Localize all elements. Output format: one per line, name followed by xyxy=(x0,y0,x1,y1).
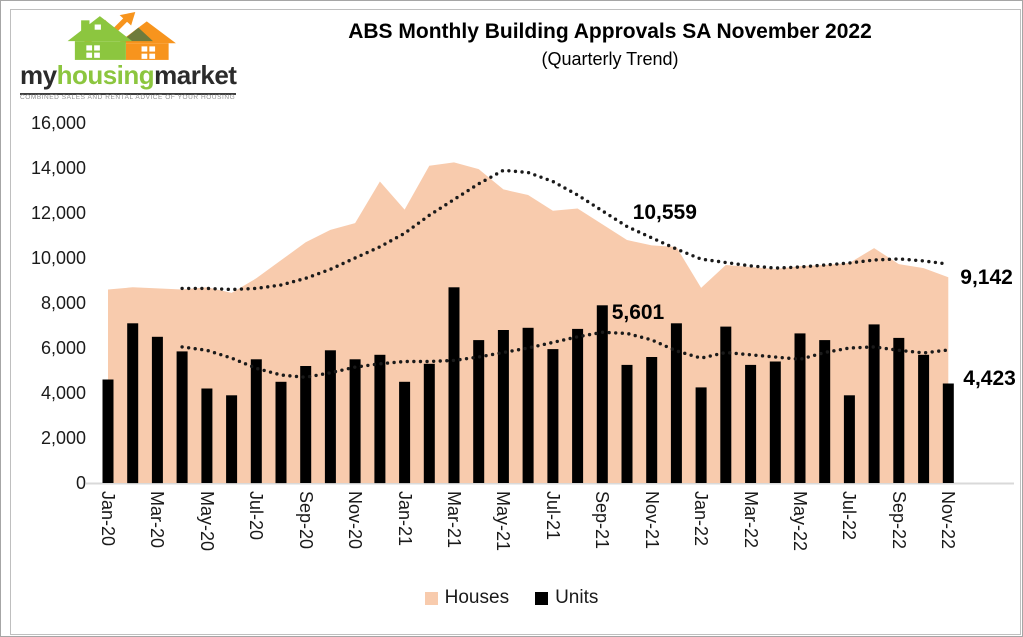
x-axis-tick: Nov-22 xyxy=(938,491,959,550)
roof-window-icon xyxy=(94,24,101,30)
units-bar xyxy=(646,357,658,483)
annotation-houses-nov-22: 9,142 xyxy=(960,266,1013,290)
logo-word-my: my xyxy=(20,60,57,90)
units-bar xyxy=(473,340,485,483)
units-bar xyxy=(720,326,732,483)
y-axis-tick: 14,000 xyxy=(30,158,86,178)
units-bar xyxy=(226,395,238,484)
x-axis-tick: Jan-22 xyxy=(691,491,712,547)
x-axis-tick: Mar-21 xyxy=(444,491,464,549)
housing-logo-icon xyxy=(67,12,176,60)
x-axis-tick: May-20 xyxy=(196,491,217,552)
houses-swatch-icon xyxy=(424,591,438,605)
units-bar xyxy=(572,328,584,483)
chart-subtitle: (Quarterly Trend) xyxy=(541,49,679,69)
orange-house-body-icon xyxy=(125,43,169,60)
units-bar xyxy=(918,354,930,484)
annotation-units-nov-22: 4,423 xyxy=(963,366,1016,390)
annotation-houses-nov-21: 10,559 xyxy=(632,201,697,225)
y-axis-tick: 2,000 xyxy=(40,428,86,448)
units-bar xyxy=(794,333,806,483)
units-swatch-icon xyxy=(535,591,549,605)
x-axis-tick: Mar-22 xyxy=(740,491,761,549)
x-axis-tick: Nov-20 xyxy=(345,491,366,550)
logo-word-market: market xyxy=(154,60,237,90)
y-axis-tick: 0 xyxy=(75,473,86,493)
units-bar xyxy=(176,351,188,483)
annotation-units-nov-21: 5,601 xyxy=(611,301,665,324)
chart-title: ABS Monthly Building Approvals SA Novemb… xyxy=(348,20,872,43)
units-bar xyxy=(127,323,139,484)
x-axis-tick: Jan-21 xyxy=(394,491,415,547)
units-bar xyxy=(399,381,411,484)
x-axis-tick: Nov-21 xyxy=(641,491,662,550)
units-trend-line xyxy=(180,330,950,380)
units-bar xyxy=(868,324,880,483)
shadow-roof-icon xyxy=(121,27,153,42)
legend-item-units: Units xyxy=(535,587,598,609)
y-axis-tick: 8,000 xyxy=(40,293,86,313)
logo-arrowhead-icon xyxy=(119,12,136,26)
units-bar xyxy=(374,354,386,484)
units-bar xyxy=(745,364,757,483)
logo-word-housing: housing xyxy=(56,60,155,90)
units-bar xyxy=(769,361,781,483)
units-bar xyxy=(522,327,534,484)
units-bar xyxy=(300,366,312,483)
units-bar xyxy=(423,363,435,484)
x-axis-tick: Jul-20 xyxy=(246,491,267,541)
houses-trend-line xyxy=(180,168,950,292)
units-bar xyxy=(324,350,336,484)
x-axis-tick: Mar-20 xyxy=(147,491,168,549)
units-bar xyxy=(621,364,633,483)
y-axis-tick: 16,000 xyxy=(30,113,86,133)
units-bar xyxy=(201,388,213,483)
y-axis-tick: 6,000 xyxy=(40,338,86,358)
units-bar xyxy=(275,381,287,484)
x-axis-tick: Jul-21 xyxy=(542,491,563,541)
units-bar xyxy=(497,330,509,483)
units-bar xyxy=(250,359,262,484)
green-house-body-icon xyxy=(74,41,126,60)
x-axis-tick: May-21 xyxy=(493,491,514,552)
y-axis-tick: 12,000 xyxy=(30,203,86,223)
x-axis-tick: Sep-21 xyxy=(592,491,613,550)
y-axis-tick: 10,000 xyxy=(30,248,86,268)
x-axis-tick: Jul-22 xyxy=(839,491,860,541)
units-bar xyxy=(695,387,707,483)
x-axis-tick: Sep-20 xyxy=(295,491,316,550)
x-axis-tick: May-22 xyxy=(790,491,810,552)
logo-tagline: COMBINED SALES AND RENTAL ADVICE OF YOUR… xyxy=(20,94,236,101)
legend-item-houses: Houses xyxy=(424,587,510,609)
units-bar xyxy=(448,287,460,484)
units-bar xyxy=(547,349,559,483)
units-bar xyxy=(151,336,163,484)
legend-houses-label: Houses xyxy=(444,587,510,608)
units-bar xyxy=(102,379,114,483)
houses-area xyxy=(108,162,949,483)
units-bar xyxy=(819,340,831,483)
title-block: ABS Monthly Building Approvals SA Novemb… xyxy=(210,19,1010,72)
legend-units-label: Units xyxy=(555,587,599,608)
x-axis-tick: Sep-22 xyxy=(888,491,909,550)
units-bar xyxy=(349,359,361,484)
y-axis-tick: 4,000 xyxy=(40,383,86,403)
units-bar xyxy=(893,337,905,483)
units-bar xyxy=(670,323,682,484)
units-bar xyxy=(596,305,608,484)
logo-wordmark: myhousingmarket xyxy=(20,60,237,95)
units-bar xyxy=(843,395,855,484)
logo: myhousingmarket COMBINED SALES AND RENTA… xyxy=(18,10,240,102)
x-axis-tick: Jan-20 xyxy=(98,491,118,547)
legend: Houses Units xyxy=(0,585,1023,611)
units-bar xyxy=(942,383,954,483)
